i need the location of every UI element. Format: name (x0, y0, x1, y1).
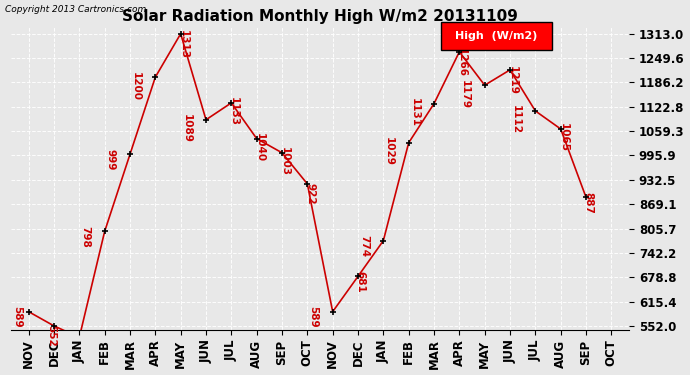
FancyBboxPatch shape (440, 21, 552, 50)
Text: 589: 589 (12, 306, 23, 328)
Point (74, 334, 85, 340)
Text: 999: 999 (106, 149, 115, 170)
Text: 1219: 1219 (508, 66, 518, 95)
Text: 798: 798 (80, 226, 90, 248)
Text: 522: 522 (0, 374, 1, 375)
Point (302, 181, 313, 187)
Point (479, 82, 490, 88)
Point (175, 31, 186, 37)
Text: 1089: 1089 (181, 114, 192, 143)
Point (353, 273, 364, 279)
Point (124, 151, 135, 157)
Point (327, 309, 338, 315)
Text: Copyright 2013 Cartronics.com: Copyright 2013 Cartronics.com (5, 5, 146, 14)
Point (428, 100, 440, 106)
Point (530, 108, 541, 114)
Point (403, 140, 414, 146)
Title: Solar Radiation Monthly High W/m2 20131109: Solar Radiation Monthly High W/m2 201311… (122, 9, 518, 24)
Point (504, 67, 515, 73)
Text: 1179: 1179 (460, 80, 471, 109)
Point (580, 194, 591, 200)
Text: 774: 774 (359, 235, 369, 257)
Text: 589: 589 (308, 306, 318, 328)
Point (277, 150, 288, 156)
Text: 681: 681 (356, 271, 366, 292)
Point (378, 238, 389, 244)
Text: 1131: 1131 (410, 98, 420, 127)
Text: 887: 887 (584, 192, 594, 214)
Point (23, 309, 34, 315)
Text: 1003: 1003 (279, 147, 290, 176)
Point (99, 228, 110, 234)
Point (48, 323, 59, 329)
Text: 1029: 1029 (384, 137, 394, 166)
Text: 1112: 1112 (511, 105, 521, 134)
Point (201, 117, 212, 123)
Text: 1040: 1040 (255, 133, 264, 162)
Point (251, 136, 262, 142)
Point (226, 100, 237, 106)
Text: 552: 552 (46, 325, 56, 347)
Text: 1266: 1266 (457, 48, 467, 77)
Point (454, 49, 465, 55)
Text: 1065: 1065 (558, 123, 569, 152)
Text: 1200: 1200 (131, 72, 141, 100)
Text: High  (W/m2): High (W/m2) (455, 31, 538, 41)
Text: 1313: 1313 (179, 30, 188, 59)
Point (555, 126, 566, 132)
Text: 1133: 1133 (229, 98, 239, 126)
Point (150, 74, 161, 80)
Text: 922: 922 (305, 183, 315, 205)
